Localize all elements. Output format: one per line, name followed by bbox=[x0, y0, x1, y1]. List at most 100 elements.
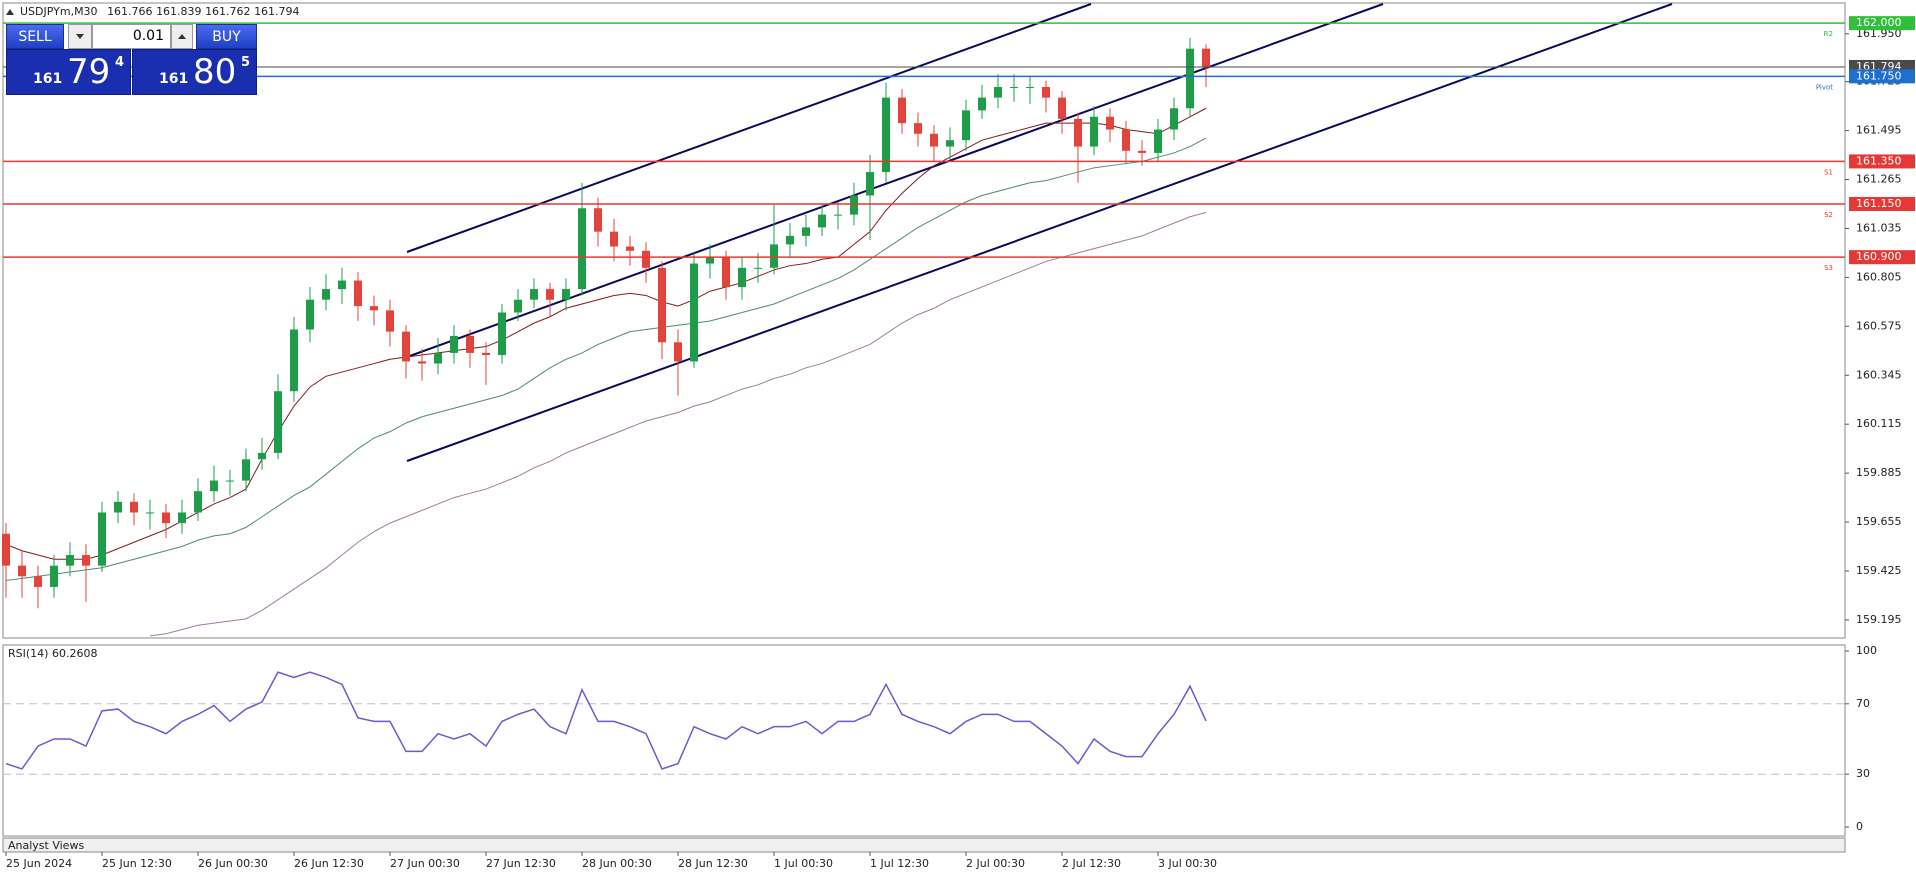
candle-body bbox=[50, 565, 58, 587]
y-tick-label: 160.575 bbox=[1856, 319, 1902, 332]
volume-field[interactable]: 0.01 bbox=[92, 24, 171, 49]
candle-body bbox=[226, 480, 234, 482]
candle-body bbox=[1058, 97, 1066, 119]
candle-body bbox=[626, 246, 634, 251]
trade-panel: SELL 0.01 BUY 161 79 4 161 80 5 bbox=[6, 24, 257, 95]
y-tick-label: 159.885 bbox=[1856, 466, 1902, 479]
tab-bar bbox=[2, 837, 1846, 853]
level-label: 161.350 bbox=[1856, 154, 1902, 167]
candle-body bbox=[594, 208, 602, 232]
candle-body bbox=[450, 335, 458, 353]
price-pips: 80 bbox=[193, 52, 237, 92]
arrow bbox=[178, 34, 186, 39]
moving-average bbox=[5, 107, 1207, 560]
candle-body bbox=[1026, 86, 1034, 88]
sell-price[interactable]: 161 79 4 bbox=[6, 49, 131, 95]
x-tick-label: 25 Jun 2024 bbox=[6, 857, 72, 870]
candle-body bbox=[274, 391, 282, 453]
level-label: 161.150 bbox=[1856, 197, 1902, 210]
candle-body bbox=[1090, 116, 1098, 147]
candle-body bbox=[1202, 48, 1210, 67]
candle-body bbox=[658, 267, 666, 343]
candle-body bbox=[722, 257, 730, 287]
y-tick-label: 160.345 bbox=[1856, 368, 1902, 381]
candle-body bbox=[770, 244, 778, 268]
candle-body bbox=[434, 352, 442, 364]
y-tick-label: 30 bbox=[1856, 767, 1870, 780]
candle-body bbox=[1186, 48, 1194, 109]
rsi-title: RSI(14) 60.2608 bbox=[8, 647, 97, 660]
candle-body bbox=[866, 172, 874, 196]
buy-button[interactable]: BUY bbox=[196, 24, 257, 49]
candle-body bbox=[578, 208, 586, 290]
candle-body bbox=[194, 491, 202, 513]
candle-body bbox=[514, 299, 522, 313]
moving-average bbox=[5, 137, 1207, 582]
y-tick-label: 0 bbox=[1856, 820, 1863, 833]
candle-body bbox=[18, 565, 26, 577]
sell-button[interactable]: SELL bbox=[6, 24, 64, 49]
candle-body bbox=[2, 533, 10, 566]
candle-body bbox=[482, 352, 490, 356]
candle-body bbox=[1106, 116, 1114, 130]
x-tick-label: 28 Jun 00:30 bbox=[582, 857, 652, 870]
trend-line bbox=[406, 3, 1673, 462]
rsi-line bbox=[5, 671, 1207, 770]
arrow-down bbox=[76, 34, 84, 39]
candle-body bbox=[1154, 129, 1162, 153]
candle-body bbox=[130, 501, 138, 513]
candle-body bbox=[338, 280, 346, 290]
volume-up[interactable] bbox=[171, 24, 193, 49]
candle-body bbox=[850, 195, 858, 215]
candle-body bbox=[66, 555, 74, 566]
level-label-box bbox=[1849, 196, 1915, 211]
x-tick-label: 27 Jun 12:30 bbox=[486, 857, 556, 870]
tab-label[interactable]: Analyst Views bbox=[8, 839, 84, 852]
candle-body bbox=[98, 512, 106, 566]
candle-body bbox=[322, 289, 330, 300]
candle-body bbox=[754, 267, 762, 269]
rsi-value: 60.2608 bbox=[52, 647, 98, 660]
rsi-name: RSI(14) bbox=[8, 647, 48, 660]
level-label: 160.900 bbox=[1856, 250, 1902, 263]
candle-body bbox=[690, 263, 698, 362]
collapse-icon[interactable] bbox=[6, 9, 14, 15]
candle-body bbox=[1074, 118, 1082, 147]
candle-body bbox=[674, 342, 682, 362]
y-tick-label: 159.425 bbox=[1856, 564, 1902, 577]
y-tick-label: 100 bbox=[1856, 644, 1877, 657]
level-tag: Pivot bbox=[1816, 83, 1833, 91]
y-tick-label: 159.195 bbox=[1856, 613, 1902, 626]
candle-body bbox=[162, 512, 170, 524]
candle-body bbox=[834, 214, 842, 216]
level-tag: S1 bbox=[1824, 168, 1833, 176]
header: USDJPYm,M30 161.766 161.839 161.762 161.… bbox=[20, 5, 300, 18]
candle-body bbox=[306, 299, 314, 330]
level-label-box bbox=[1849, 69, 1915, 84]
candle-body bbox=[370, 306, 378, 311]
y-tick-label: 159.655 bbox=[1856, 515, 1902, 528]
candle-body bbox=[82, 555, 90, 566]
x-tick-label: 2 Jul 12:30 bbox=[1062, 857, 1121, 870]
x-tick-label: 25 Jun 12:30 bbox=[102, 857, 172, 870]
candle-body bbox=[1010, 86, 1018, 88]
y-tick-label: 161.495 bbox=[1856, 124, 1902, 137]
level-tag: S3 bbox=[1824, 264, 1833, 272]
volume-down[interactable] bbox=[68, 24, 92, 49]
x-tick-label: 27 Jun 00:30 bbox=[390, 857, 460, 870]
arrow bbox=[76, 34, 84, 39]
candle-body bbox=[258, 452, 266, 460]
candle-body bbox=[1122, 129, 1130, 151]
y-tick-label: 70 bbox=[1856, 697, 1870, 710]
moving-average bbox=[149, 212, 1207, 637]
candle-body bbox=[994, 86, 1002, 98]
candle-body bbox=[706, 257, 714, 264]
candle-body bbox=[418, 361, 426, 364]
candle-body bbox=[786, 235, 794, 245]
candle-body bbox=[386, 310, 394, 332]
y-tick-label: 160.805 bbox=[1856, 270, 1902, 283]
buy-price[interactable]: 161 80 5 bbox=[132, 49, 257, 95]
candle-body bbox=[290, 329, 298, 392]
candle-body bbox=[610, 231, 618, 247]
level-tag: S2 bbox=[1824, 211, 1833, 219]
